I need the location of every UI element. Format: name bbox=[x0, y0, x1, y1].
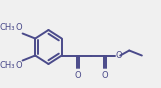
Text: CH₃: CH₃ bbox=[0, 23, 15, 32]
Text: O: O bbox=[102, 71, 108, 81]
Text: CH₃: CH₃ bbox=[0, 62, 15, 70]
Text: O: O bbox=[15, 23, 22, 32]
Text: O: O bbox=[15, 62, 22, 70]
Text: O: O bbox=[75, 71, 81, 81]
Text: O: O bbox=[116, 51, 122, 60]
